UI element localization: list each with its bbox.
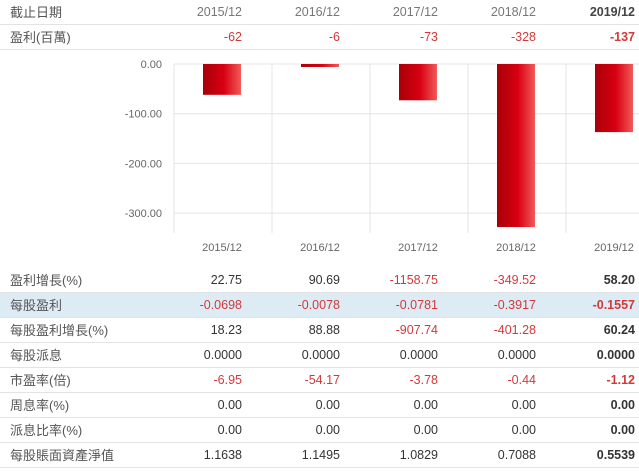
payout-ratio-value-3: 0.00 — [413, 423, 438, 437]
eps-growth-value-4: -401.28 — [493, 323, 536, 337]
dividend-per-share-value-4: 0.0000 — [497, 348, 536, 362]
bar-2018-12 — [497, 64, 535, 228]
dividend-yield-value-2: 0.00 — [315, 398, 340, 412]
x-tick-label: 2018/12 — [496, 242, 536, 254]
bar-2015-12 — [203, 64, 241, 95]
book-value-per-share-value-4: 0.7088 — [497, 448, 536, 462]
header-row: 截止日期 2015/12 2016/12 2017/12 2018/12 201… — [0, 0, 639, 25]
eps-value-4: -0.3917 — [493, 298, 536, 312]
earnings-value-1: -62 — [223, 30, 242, 44]
row-book-value-per-share: 每股賬面資產淨值 1.1638 1.1495 1.0829 0.7088 0.5539 — [0, 443, 639, 468]
earnings-growth-value-4: -349.52 — [493, 273, 536, 287]
dividend-per-share-value-3: 0.0000 — [399, 348, 438, 362]
earnings-value-4: -328 — [510, 30, 536, 44]
row-pe-ratio: 市盈率(倍) -6.95 -54.17 -3.78 -0.44 -1.12 — [0, 368, 639, 393]
row-eps-growth: 每股盈利增長(%) 18.23 88.88 -907.74 -401.28 60.24 — [0, 318, 639, 343]
y-tick-label: 0.00 — [141, 59, 162, 71]
eps-growth-label: 每股盈利增長(%) — [10, 323, 109, 338]
x-tick-label: 2019/12 — [594, 242, 634, 254]
dividend-yield-value-5: 0.00 — [610, 398, 635, 412]
earnings-value-2: -6 — [328, 30, 340, 44]
row-earnings-growth: 盈利增長(%) 22.75 90.69 -1158.75 -349.52 58.20 — [0, 268, 639, 293]
book-value-per-share-value-3: 1.0829 — [399, 448, 438, 462]
y-tick-label: -200.00 — [125, 158, 162, 170]
payout-ratio-value-5: 0.00 — [610, 423, 635, 437]
earnings-label: 盈利(百萬) — [10, 30, 71, 45]
payout-ratio-value-1: 0.00 — [217, 423, 242, 437]
eps-growth-value-3: -907.74 — [395, 323, 438, 337]
book-value-per-share-value-1: 1.1638 — [203, 448, 242, 462]
eps-value-1: -0.0698 — [199, 298, 242, 312]
pe-ratio-value-2: -54.17 — [304, 373, 340, 387]
eps-label: 每股盈利 — [10, 298, 63, 313]
date-header-label: 截止日期 — [10, 5, 63, 20]
earnings-value-3: -73 — [419, 30, 438, 44]
row-dividend-per-share: 每股派息 0.0000 0.0000 0.0000 0.0000 0.0000 — [0, 343, 639, 368]
dividend-yield-value-1: 0.00 — [217, 398, 242, 412]
book-value-per-share-value-2: 1.1495 — [301, 448, 340, 462]
year-header-4: 2018/12 — [490, 5, 536, 19]
eps-growth-value-1: 18.23 — [210, 323, 242, 337]
payout-ratio-value-2: 0.00 — [315, 423, 340, 437]
row-eps: 每股盈利 -0.0698 -0.0078 -0.0781 -0.3917 -0.1557 — [0, 293, 639, 318]
eps-value-3: -0.0781 — [395, 298, 438, 312]
eps-growth-value-2: 88.88 — [308, 323, 340, 337]
earnings-growth-value-5: 58.20 — [603, 273, 635, 287]
earnings-growth-value-3: -1158.75 — [389, 273, 438, 287]
dividend-per-share-value-2: 0.0000 — [301, 348, 340, 362]
earnings-value-5: -137 — [609, 30, 635, 44]
row-payout-ratio: 派息比率(%) 0.00 0.00 0.00 0.00 0.00 — [0, 418, 639, 443]
y-tick-label: -300.00 — [125, 208, 162, 220]
dividend-yield-value-3: 0.00 — [413, 398, 438, 412]
dividend-per-share-label: 每股派息 — [10, 348, 63, 363]
pe-ratio-value-5: -1.12 — [606, 373, 636, 387]
eps-value-5: -0.1557 — [592, 298, 635, 312]
year-header-3: 2017/12 — [392, 5, 438, 19]
bar-2017-12 — [399, 64, 437, 101]
x-tick-label: 2017/12 — [398, 242, 438, 254]
y-tick-label: -100.00 — [125, 109, 162, 121]
payout-ratio-value-4: 0.00 — [511, 423, 536, 437]
earnings-row: 盈利(百萬) -62 -6 -73 -328 -137 — [0, 25, 639, 50]
year-header-5: 2019/12 — [589, 5, 635, 19]
bar-2016-12 — [301, 64, 339, 67]
book-value-per-share-label: 每股賬面資產淨值 — [10, 448, 115, 463]
dividend-per-share-value-1: 0.0000 — [203, 348, 242, 362]
pe-ratio-value-4: -0.44 — [507, 373, 537, 387]
eps-growth-value-5: 60.24 — [603, 323, 635, 337]
dividend-per-share-value-5: 0.0000 — [596, 348, 635, 362]
pe-ratio-value-3: -3.78 — [409, 373, 439, 387]
dividend-yield-label: 周息率(%) — [10, 398, 70, 413]
x-tick-label: 2016/12 — [300, 242, 340, 254]
x-tick-label: 2015/12 — [202, 242, 242, 254]
bar-2019-12 — [595, 64, 633, 133]
pe-ratio-value-1: -6.95 — [213, 373, 243, 387]
earnings-bar-chart: 0.00 -100.00 -200.00 -300.00 2015/12 2016/12 2… — [125, 59, 639, 254]
year-header-1: 2015/12 — [196, 5, 242, 19]
year-header-2: 2016/12 — [294, 5, 340, 19]
earnings-growth-value-1: 22.75 — [210, 273, 242, 287]
earnings-growth-value-2: 90.69 — [308, 273, 340, 287]
book-value-per-share-value-5: 0.5539 — [596, 448, 635, 462]
payout-ratio-label: 派息比率(%) — [10, 423, 83, 438]
dividend-yield-value-4: 0.00 — [511, 398, 536, 412]
row-dividend-yield: 周息率(%) 0.00 0.00 0.00 0.00 0.00 — [0, 393, 639, 418]
eps-value-2: -0.0078 — [297, 298, 340, 312]
earnings-growth-label: 盈利增長(%) — [10, 273, 83, 288]
pe-ratio-label: 市盈率(倍) — [10, 373, 71, 388]
